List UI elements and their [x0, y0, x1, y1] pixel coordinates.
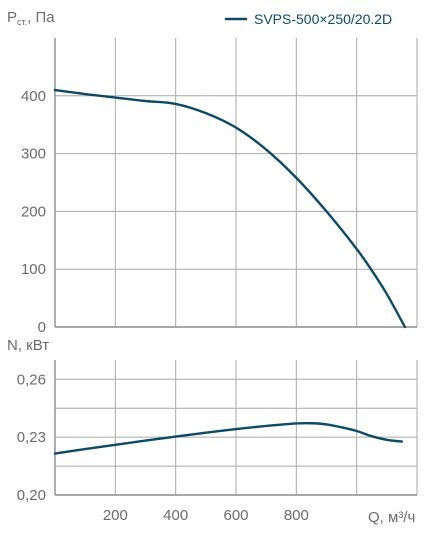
pressure-plot: 0 100 200 300 400 [21, 38, 418, 336]
flow-x-tick-label-2: 600 [223, 507, 248, 524]
legend-label: SVPS-500×250/20.2D [254, 11, 392, 27]
pressure-y-tick-label-1: 100 [21, 261, 46, 278]
pressure-series-line-0 [53, 88, 407, 329]
power-y-tick-label-2: 0,26 [17, 371, 46, 388]
pressure-y-tick-label-4: 400 [21, 88, 46, 105]
pressure-y-tick-label-3: 300 [21, 146, 46, 163]
power-y-tick-label-1: 0,23 [17, 429, 46, 446]
pressure-axis-symbol: P [7, 9, 17, 26]
pressure-axis-unit: , Па [27, 9, 55, 26]
flow-x-tick-label-0: 200 [103, 507, 128, 524]
power-series-line-0 [53, 421, 404, 455]
power-plot: 0,20 0,23 0,26 200 400 600 800 [17, 360, 418, 524]
pressure-y-tick-label-2: 200 [21, 203, 46, 220]
power-axis-label: N, кВт [7, 337, 49, 354]
flow-x-tick-label-1: 400 [163, 507, 188, 524]
flow-x-tick-label-3: 800 [284, 507, 309, 524]
pressure-y-tick-label-0: 0 [38, 319, 46, 336]
flow-axis-label: Q, м³/ч [368, 509, 415, 526]
power-y-tick-label-0: 0,20 [17, 487, 46, 504]
pressure-axis-label: Pст., Па [7, 9, 55, 27]
pressure-axis-subscript: ст. [17, 17, 27, 27]
legend: SVPS-500×250/20.2D [224, 11, 392, 27]
